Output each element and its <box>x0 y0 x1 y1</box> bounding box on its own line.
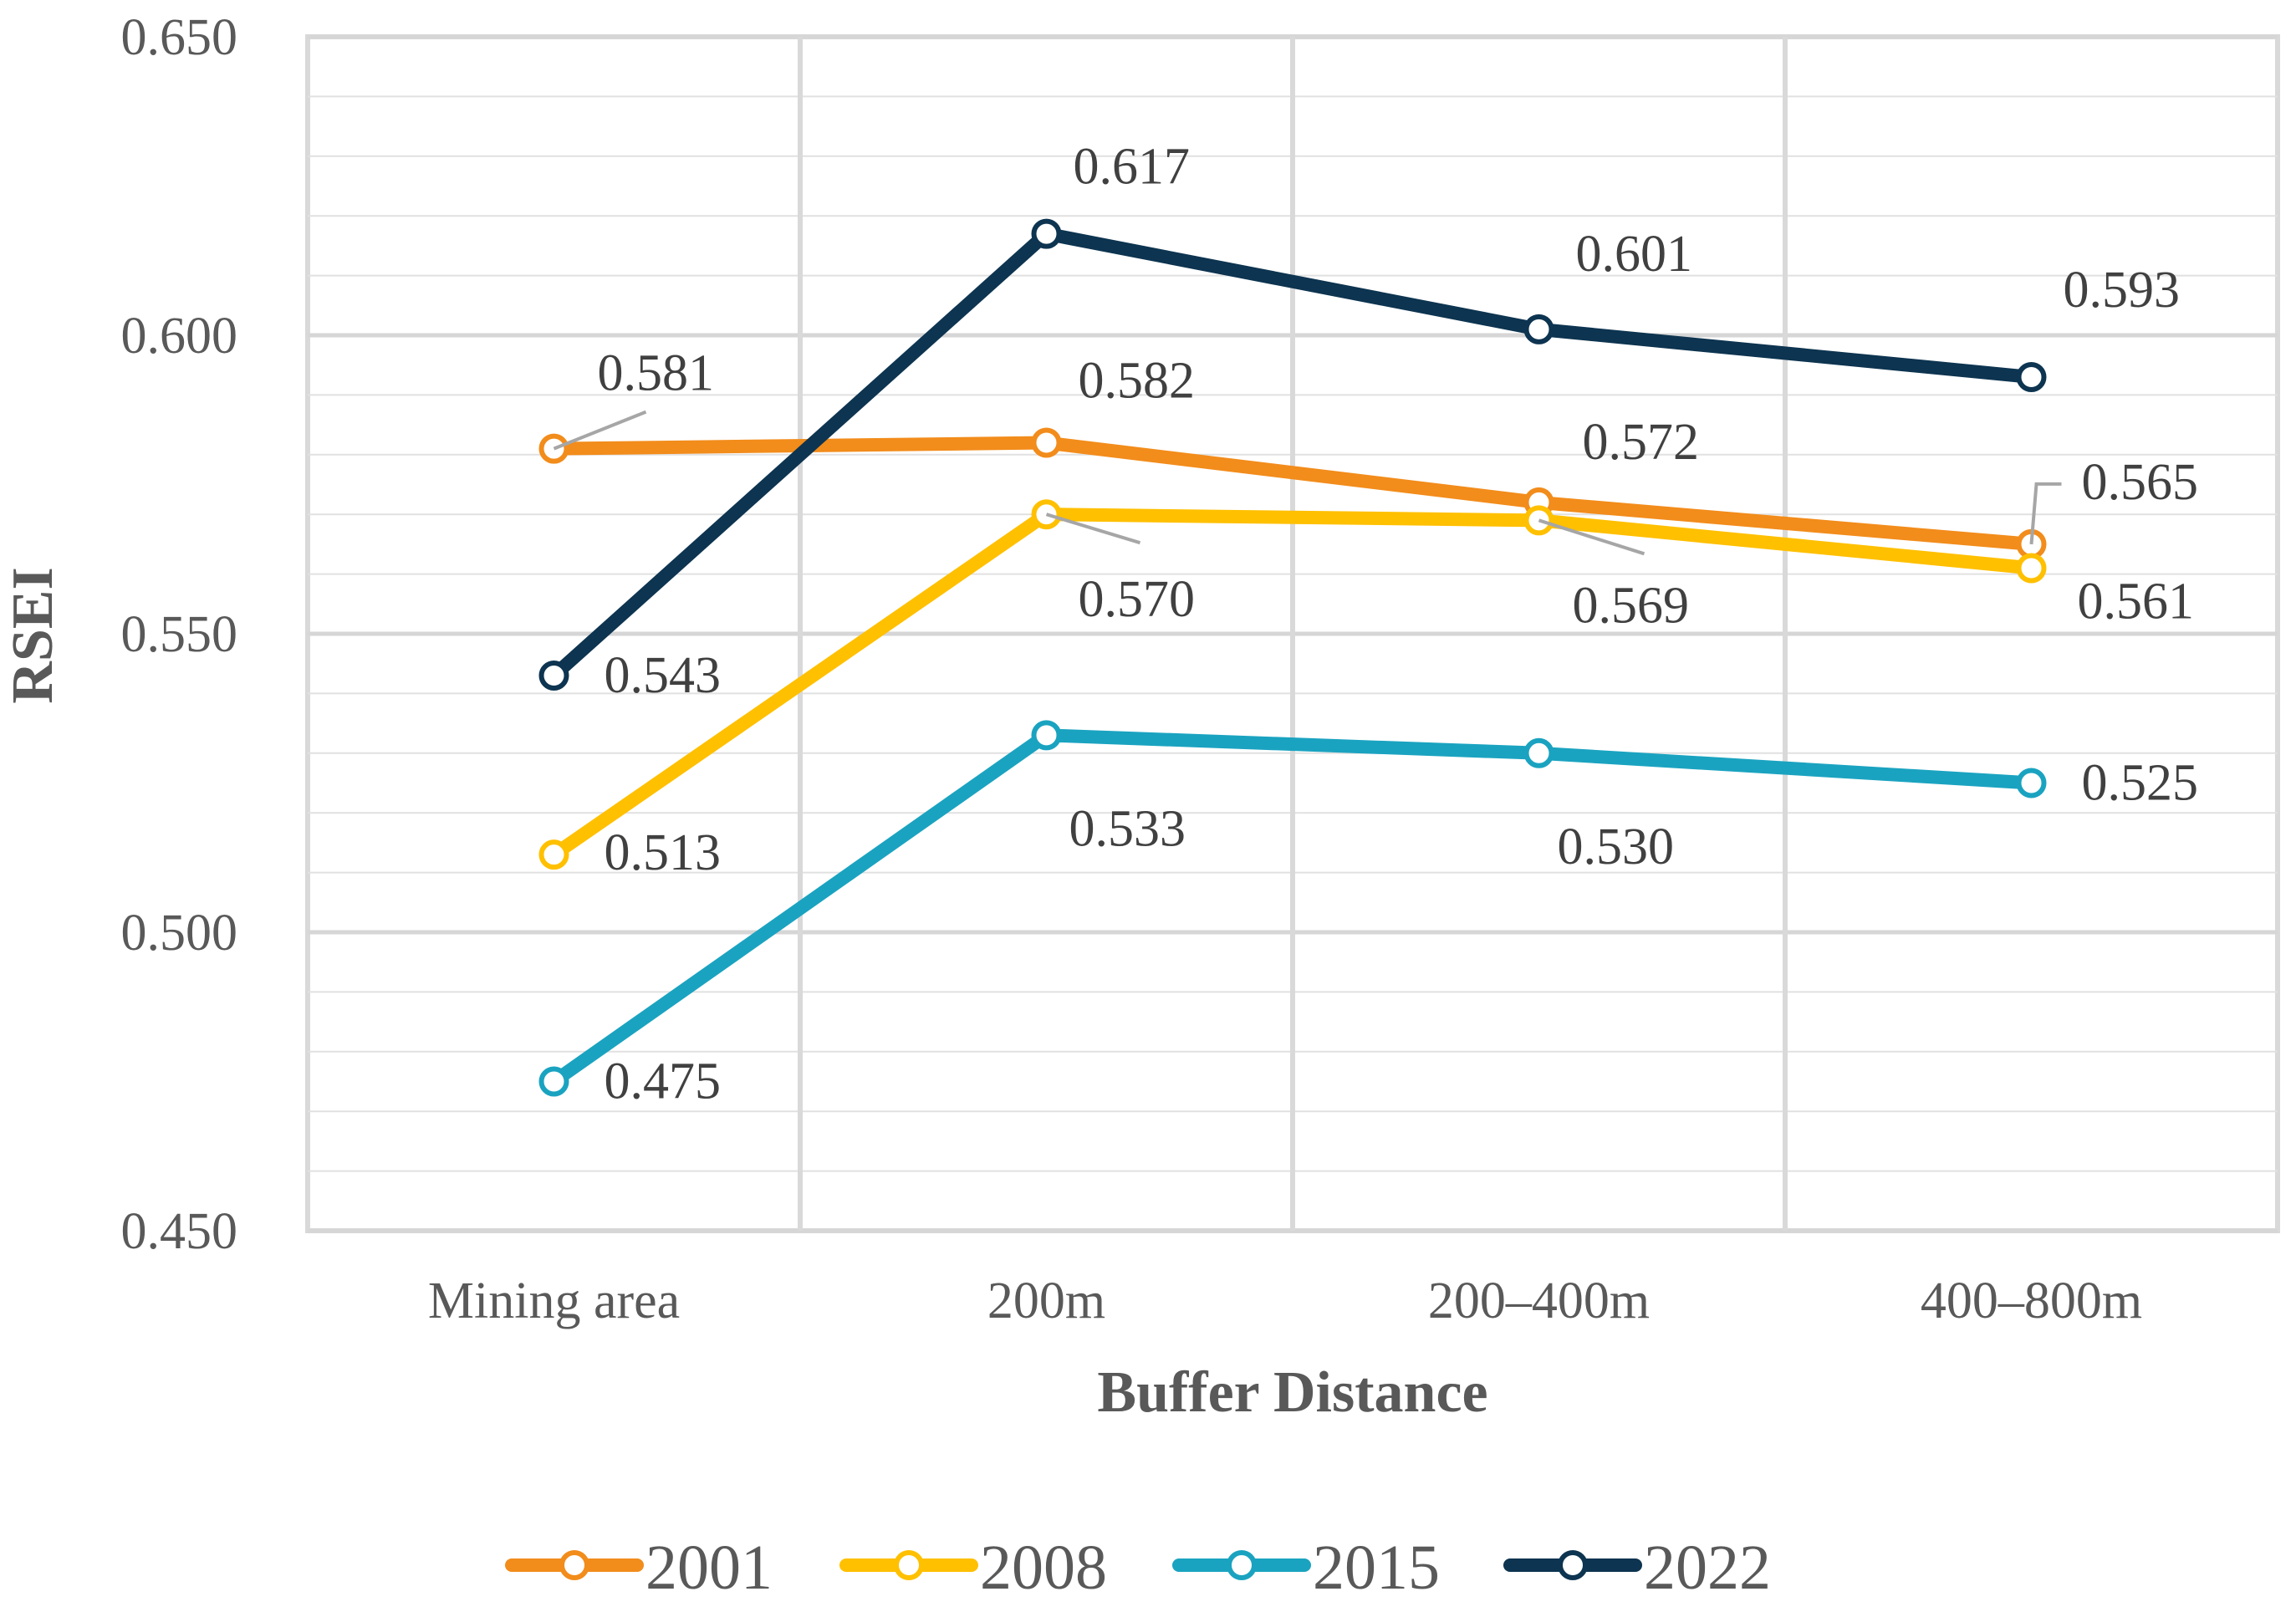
data-label: 0.565 <box>2082 454 2199 511</box>
legend-label: 2022 <box>1644 1533 1771 1603</box>
series-line <box>547 227 2038 682</box>
label-leader-line <box>553 410 647 451</box>
legend-label: 2008 <box>980 1533 1107 1603</box>
legend-item-2001: 2001 <box>505 1533 773 1603</box>
data-label: 0.582 <box>1079 353 1196 410</box>
label-leader-line <box>1045 513 1141 545</box>
x-axis-title: Buffer Distance <box>1097 1360 1487 1425</box>
y-axis-title: RSEI <box>1 567 65 703</box>
data-point <box>1523 314 1554 344</box>
data-point <box>538 839 569 870</box>
data-label: 0.530 <box>1558 819 1675 875</box>
series-layer <box>538 218 2047 1097</box>
legend-label: 2001 <box>645 1533 773 1603</box>
data-label: 0.513 <box>605 824 722 881</box>
data-label: 0.617 <box>1074 139 1191 196</box>
legend-item-2022: 2022 <box>1503 1533 1771 1603</box>
data-label: 0.581 <box>598 345 715 402</box>
legend-swatch-marker <box>559 1550 589 1580</box>
data-point <box>1031 720 1062 751</box>
data-labels: 0.581 0.582 0.572 0.565 0.513 0.570 0.569 0.561… <box>553 139 2199 1110</box>
data-label: 0.561 <box>2078 573 2195 630</box>
data-label: 0.569 <box>1573 577 1690 634</box>
data-point <box>1031 427 1062 458</box>
data-label: 0.593 <box>2064 262 2181 319</box>
series-line <box>547 728 2038 1089</box>
data-point <box>1031 218 1062 249</box>
data-label: 0.570 <box>1079 571 1196 628</box>
y-tick-label: 0.550 <box>121 606 238 663</box>
data-point <box>538 660 569 691</box>
data-label: 0.475 <box>605 1053 722 1110</box>
data-label: 0.525 <box>2082 755 2199 812</box>
legend-swatch-marker <box>1227 1550 1257 1580</box>
series-line <box>547 508 2038 862</box>
y-tick-label: 0.650 <box>121 9 238 66</box>
data-label: 0.533 <box>1069 800 1186 857</box>
series-2015 <box>538 720 2047 1097</box>
label-leader-line <box>1538 518 1645 556</box>
x-tick-label: 400–800m <box>1921 1273 2142 1329</box>
grid <box>305 34 2280 1233</box>
series-2022 <box>538 218 2047 691</box>
series-2008 <box>538 499 2047 870</box>
legend: 2001 2008 2015 2022 <box>505 1533 1771 1603</box>
legend-swatch-marker <box>894 1550 924 1580</box>
y-tick-label: 0.500 <box>121 905 238 962</box>
legend-item-2015: 2015 <box>1172 1533 1440 1603</box>
x-tick-label: 200–400m <box>1428 1273 1650 1329</box>
data-point <box>2016 553 2047 584</box>
data-label: 0.572 <box>1583 414 1700 471</box>
data-point <box>1523 737 1554 768</box>
y-tick-label: 0.600 <box>121 308 238 365</box>
y-tick-label: 0.450 <box>121 1203 238 1260</box>
legend-item-2008: 2008 <box>839 1533 1107 1603</box>
data-point <box>2016 361 2047 392</box>
y-axis-ticks: 0.450 0.500 0.550 0.600 0.650 <box>121 9 238 1260</box>
legend-swatch-marker <box>1558 1550 1588 1580</box>
x-tick-label: 200m <box>987 1273 1105 1329</box>
data-point <box>2016 768 2047 798</box>
legend-label: 2015 <box>1313 1533 1440 1603</box>
data-label: 0.601 <box>1576 226 1693 283</box>
data-label: 0.543 <box>605 647 722 704</box>
data-point <box>538 1066 569 1097</box>
x-axis-ticks: Mining area 200m 200–400m 400–800m <box>428 1273 2142 1329</box>
label-leader-line <box>2029 482 2062 545</box>
x-tick-label: Mining area <box>428 1273 680 1329</box>
